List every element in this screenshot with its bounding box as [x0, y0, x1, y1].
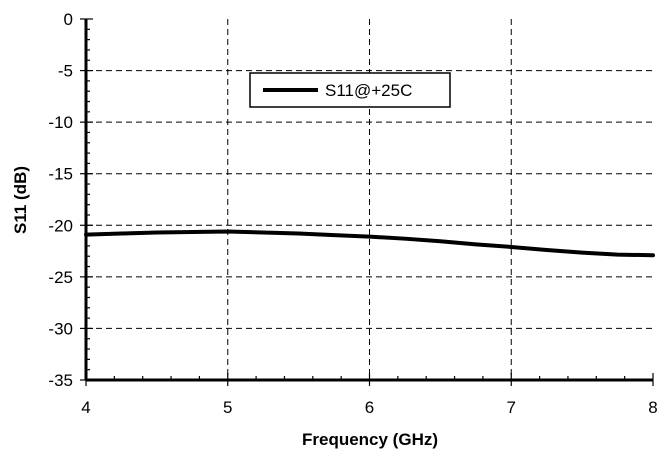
y-axis-title: S11 (dB): [11, 166, 30, 234]
series-line-s11-25c: [84, 229, 655, 258]
y-tick-label-0: 0: [64, 10, 73, 29]
y-tick-label-neg10: -10: [48, 113, 73, 132]
x-tick-label-7: 7: [507, 398, 516, 417]
y-tick-label-neg30: -30: [48, 319, 73, 338]
x-tick-label-6: 6: [365, 398, 374, 417]
y-tick-label-neg35: -35: [48, 371, 73, 390]
x-tick-label-8: 8: [648, 398, 657, 417]
legend: S11@+25C: [249, 72, 451, 108]
y-tick-label-neg25: -25: [48, 268, 73, 287]
y-tick-label-neg20: -20: [48, 216, 73, 235]
tick-labels: 4 5 6 7 8 0 -5 -10 -15 -20 -25 -30 -35: [48, 10, 657, 417]
series-layer: [84, 229, 655, 258]
y-tick-label-neg5: -5: [58, 62, 73, 81]
y-tick-label-neg15: -15: [48, 165, 73, 184]
grid-lines: [86, 19, 653, 380]
legend-label: S11@+25C: [325, 81, 412, 100]
x-tick-label-5: 5: [223, 398, 232, 417]
x-tick-label-4: 4: [81, 398, 90, 417]
tick-marks: [80, 18, 654, 386]
x-axis-title: Frequency (GHz): [302, 430, 438, 449]
